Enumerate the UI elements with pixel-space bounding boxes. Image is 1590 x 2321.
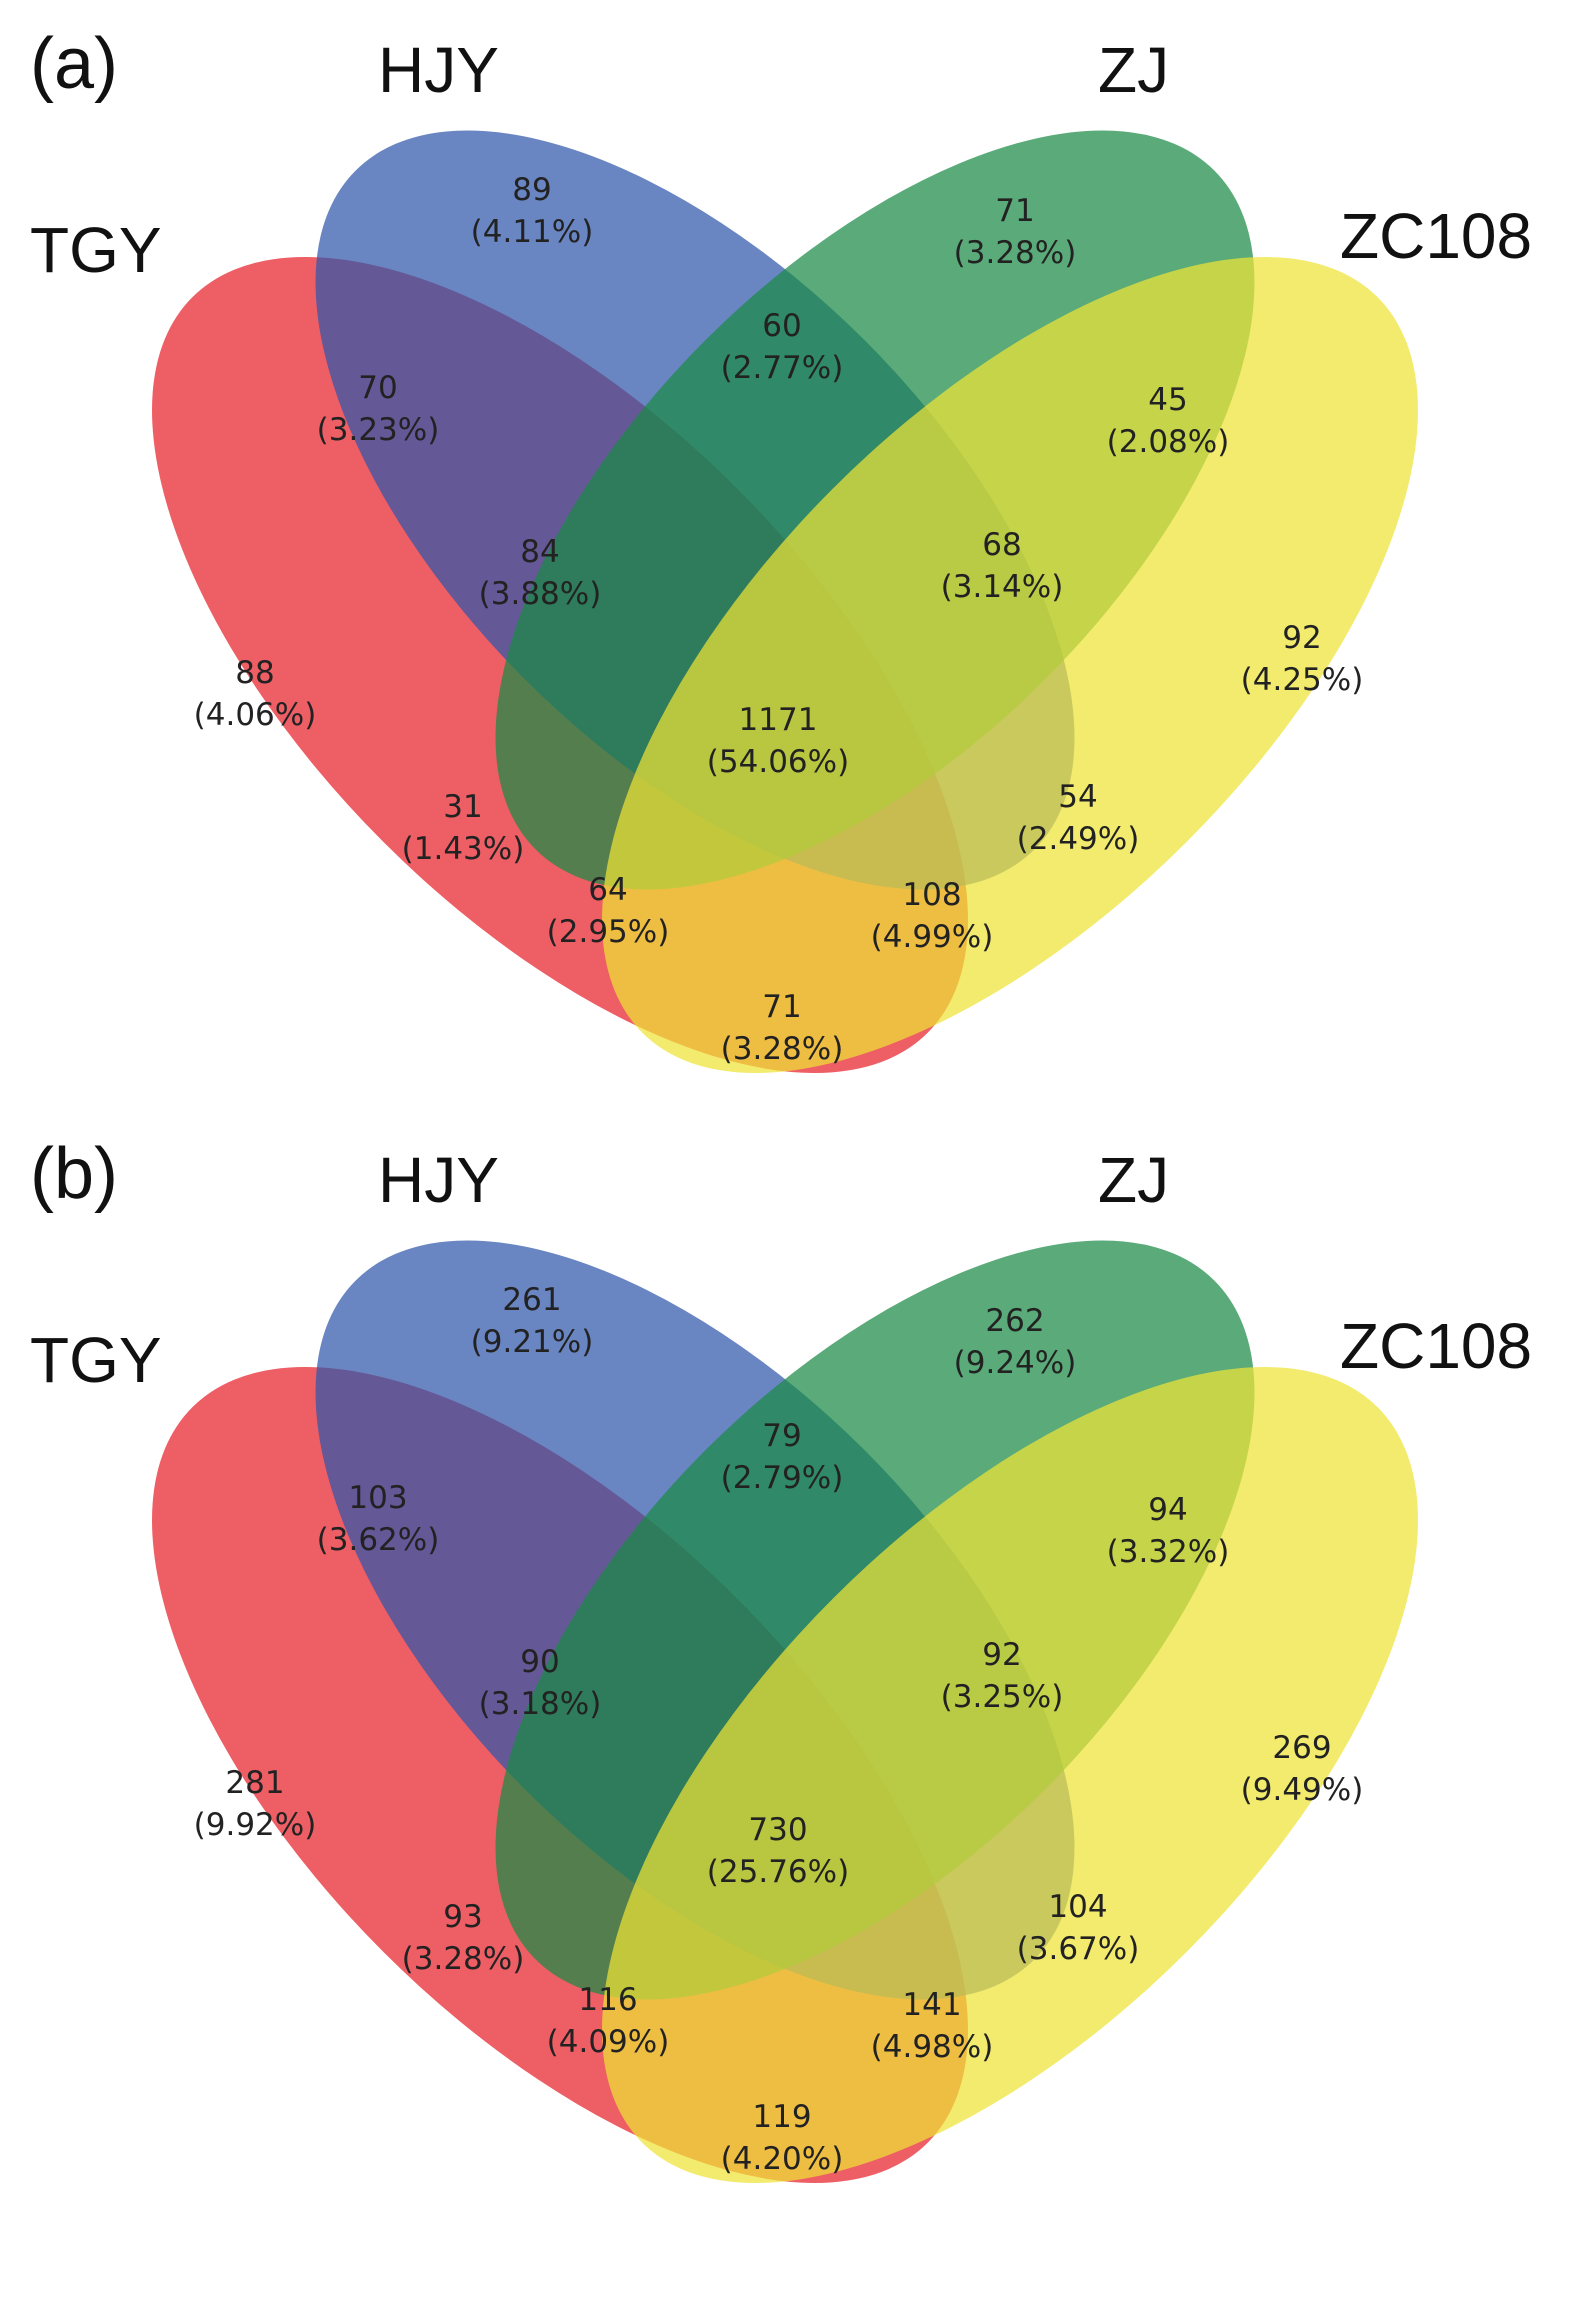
region-count-zj: 262: [985, 1303, 1044, 1339]
set-label-zj: ZJ: [1098, 34, 1169, 106]
region-percent-tgy-hjy-zj: (3.88%): [479, 576, 602, 612]
region-percent-hjy-zc: (3.67%): [1017, 1931, 1140, 1967]
region-count-zj: 71: [995, 193, 1034, 229]
region-percent-tgy-zj: (3.28%): [402, 1941, 525, 1977]
region-count-tgy-hjy-zj: 90: [520, 1644, 559, 1680]
region-count-tgy-zj-zc: 116: [578, 1982, 637, 2018]
set-label-hjy: HJY: [378, 34, 499, 106]
region-count-tgy-hjy: 103: [348, 1480, 407, 1516]
region-percent-tgy: (4.06%): [194, 697, 317, 733]
region-count-hjy: 261: [502, 1282, 561, 1318]
region-count-hjy-zc: 54: [1058, 779, 1097, 815]
region-count-zc: 269: [1272, 1730, 1331, 1766]
region-percent-hjy: (9.21%): [471, 1324, 594, 1360]
region-percent-tgy-hjy-zc: (4.99%): [871, 919, 994, 955]
region-count-tgy-hjy-zc: 108: [902, 877, 961, 913]
region-percent-tgy-zc: (4.20%): [721, 2141, 844, 2177]
panel-label: (a): [30, 24, 118, 104]
region-percent-hjy-zj: (2.77%): [721, 350, 844, 386]
region-percent-zj-zc: (3.32%): [1107, 1534, 1230, 1570]
region-count-hjy-zj-zc: 92: [982, 1637, 1021, 1673]
venn-diagram-a: (a) TGY HJY ZJ ZC108 89 (4.11%) 71 (3.28%) 60 (2.7…: [30, 24, 1532, 1073]
region-count-tgy: 281: [225, 1765, 284, 1801]
set-label-zj: ZJ: [1098, 1144, 1169, 1216]
venn-panel-a: (a) TGY HJY ZJ ZC108 89 (4.11%) 71 (3.28%) 60 (2.7…: [0, 0, 1590, 1160]
region-percent-zj: (3.28%): [954, 235, 1077, 271]
region-percent-tgy-zc: (3.28%): [721, 1031, 844, 1067]
region-count-tgy-hjy: 70: [358, 370, 397, 406]
venn-diagram-b: (b) TGY HJY ZJ ZC108 261 (9.21%) 262 (9.24%) 79 (2…: [30, 1134, 1532, 2183]
region-count-hjy-zj: 79: [762, 1418, 801, 1454]
region-percent-tgy-zj: (1.43%): [402, 831, 525, 867]
region-percent-hjy: (4.11%): [471, 214, 594, 250]
set-label-zc108: ZC108: [1340, 200, 1532, 272]
region-percent-hjy-zj-zc: (3.14%): [941, 569, 1064, 605]
region-count-hjy-zj: 60: [762, 308, 801, 344]
zc108-ellipse: [602, 1367, 1418, 2183]
region-count-zj-zc: 45: [1148, 382, 1187, 418]
region-count-tgy: 88: [235, 655, 274, 691]
region-percent-zj-zc: (2.08%): [1107, 424, 1230, 460]
region-percent-tgy-hjy: (3.23%): [317, 412, 440, 448]
region-count-hjy-zj-zc: 68: [982, 527, 1021, 563]
set-label-tgy: TGY: [30, 214, 162, 286]
panel-label: (b): [30, 1134, 118, 1214]
region-count-all: 730: [748, 1812, 807, 1848]
region-count-tgy-zc: 71: [762, 989, 801, 1025]
region-percent-hjy-zj-zc: (3.25%): [941, 1679, 1064, 1715]
zc108-ellipse: [602, 257, 1418, 1073]
region-count-tgy-hjy-zj: 84: [520, 534, 559, 570]
venn-panel-b: (b) TGY HJY ZJ ZC108 261 (9.21%) 262 (9.24%) 79 (2…: [0, 1110, 1590, 2270]
region-percent-zj: (9.24%): [954, 1345, 1077, 1381]
region-percent-tgy-zj-zc: (4.09%): [547, 2024, 670, 2060]
region-percent-tgy-hjy-zj: (3.18%): [479, 1686, 602, 1722]
region-count-zj-zc: 94: [1148, 1492, 1187, 1528]
region-percent-all: (54.06%): [707, 744, 849, 780]
region-count-hjy-zc: 104: [1048, 1889, 1107, 1925]
region-percent-zc: (9.49%): [1241, 1772, 1364, 1808]
set-label-tgy: TGY: [30, 1324, 162, 1396]
region-count-tgy-zj-zc: 64: [588, 872, 627, 908]
region-count-tgy-zj: 93: [443, 1899, 482, 1935]
set-label-hjy: HJY: [378, 1144, 499, 1216]
region-count-zc: 92: [1282, 620, 1321, 656]
set-label-zc108: ZC108: [1340, 1310, 1532, 1382]
region-percent-tgy-hjy-zc: (4.98%): [871, 2029, 994, 2065]
region-count-all: 1171: [739, 702, 818, 738]
region-percent-tgy-zj-zc: (2.95%): [547, 914, 670, 950]
region-count-tgy-zc: 119: [752, 2099, 811, 2135]
region-percent-tgy-hjy: (3.62%): [317, 1522, 440, 1558]
region-count-tgy-zj: 31: [443, 789, 482, 825]
region-percent-hjy-zc: (2.49%): [1017, 821, 1140, 857]
region-count-hjy: 89: [512, 172, 551, 208]
region-percent-zc: (4.25%): [1241, 662, 1364, 698]
region-percent-tgy: (9.92%): [194, 1807, 317, 1843]
region-percent-hjy-zj: (2.79%): [721, 1460, 844, 1496]
region-percent-all: (25.76%): [707, 1854, 849, 1890]
region-count-tgy-hjy-zc: 141: [902, 1987, 961, 2023]
